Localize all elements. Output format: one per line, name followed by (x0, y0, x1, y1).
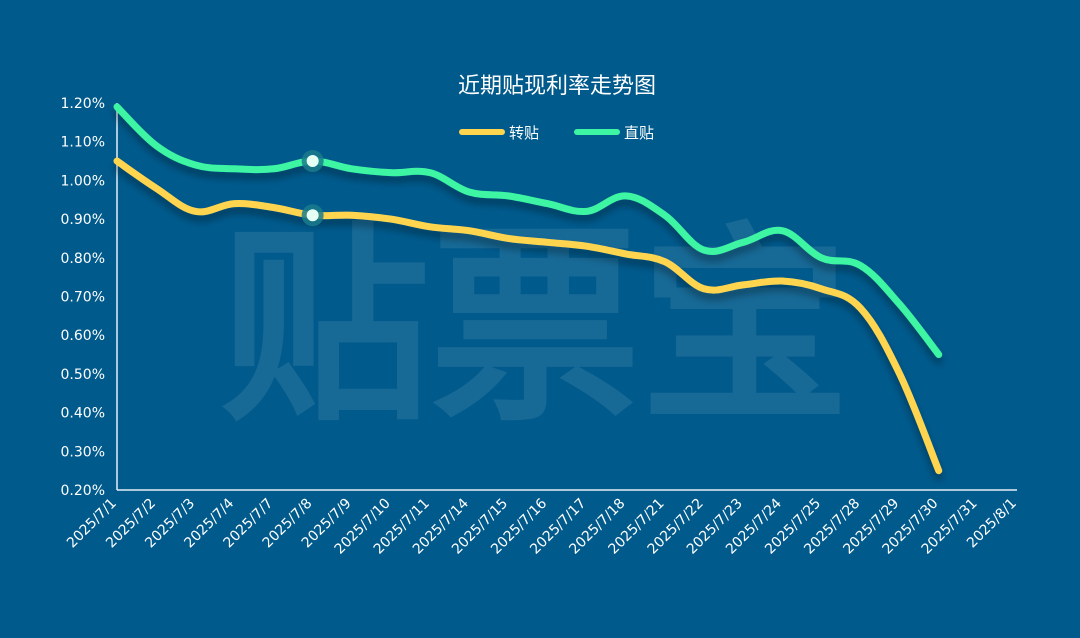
series-line-1 (113, 103, 943, 359)
series-lines (113, 103, 943, 475)
y-tick-label: 0.80% (61, 251, 105, 267)
highlight-point-1[interactable] (306, 155, 319, 168)
chart-title: 近期贴现利率走势图 (458, 74, 656, 99)
highlight-point-0[interactable] (306, 209, 319, 222)
watermark-text: 贴票宝 (220, 205, 850, 450)
legend-label-0[interactable]: 转贴 (509, 124, 539, 142)
y-tick-label: 1.10% (61, 135, 105, 151)
y-tick-label: 0.40% (61, 406, 105, 422)
highlight-markers[interactable] (301, 150, 324, 227)
y-tick-label: 0.90% (61, 212, 105, 228)
y-tick-label: 0.60% (61, 328, 105, 344)
legend[interactable]: 转贴 直贴 (459, 124, 654, 142)
legend-label-1[interactable]: 直贴 (624, 124, 654, 142)
y-tick-label: 0.50% (61, 367, 105, 383)
y-tick-label: 1.00% (61, 173, 105, 189)
y-tick-label: 1.20% (61, 96, 105, 112)
y-tick-label: 0.30% (61, 444, 105, 460)
y-axis: 0.20% 0.30% 0.40% 0.50% 0.60% 0.70% 0.80% 0.90%… (61, 96, 105, 499)
y-tick-label: 0.70% (61, 290, 105, 306)
y-tick-label: 0.20% (61, 483, 105, 499)
series-line-0 (113, 157, 943, 475)
